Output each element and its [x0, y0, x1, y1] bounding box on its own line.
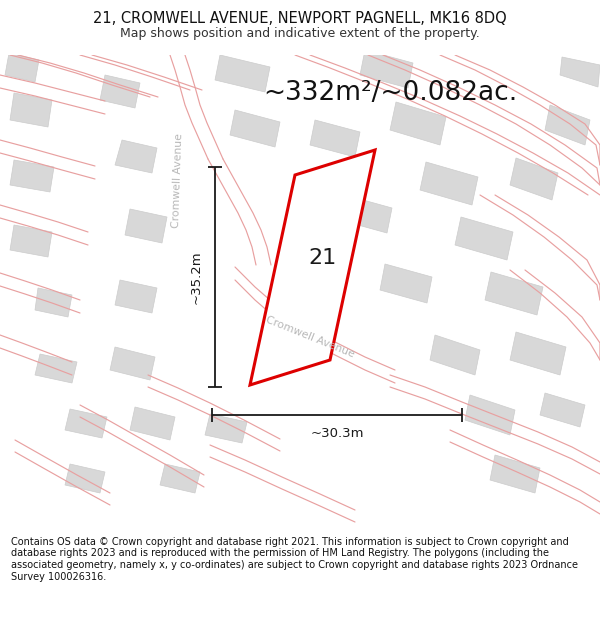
- Text: ~35.2m: ~35.2m: [190, 250, 203, 304]
- Polygon shape: [110, 347, 155, 380]
- Polygon shape: [205, 414, 247, 443]
- Polygon shape: [420, 162, 478, 205]
- Text: Map shows position and indicative extent of the property.: Map shows position and indicative extent…: [120, 27, 480, 39]
- Polygon shape: [230, 110, 280, 147]
- Polygon shape: [485, 272, 543, 315]
- Text: ~30.3m: ~30.3m: [310, 427, 364, 440]
- Polygon shape: [10, 225, 52, 257]
- Polygon shape: [115, 280, 157, 313]
- Polygon shape: [510, 158, 558, 200]
- Polygon shape: [390, 102, 446, 145]
- Polygon shape: [5, 53, 39, 82]
- Polygon shape: [125, 209, 167, 243]
- Polygon shape: [510, 332, 566, 375]
- Polygon shape: [215, 55, 270, 92]
- Polygon shape: [540, 393, 585, 427]
- Polygon shape: [115, 140, 157, 173]
- Text: ~332m²/~0.082ac.: ~332m²/~0.082ac.: [263, 80, 517, 106]
- Polygon shape: [340, 195, 392, 233]
- Polygon shape: [310, 120, 360, 157]
- Polygon shape: [490, 455, 540, 493]
- Text: Cromwell Avenue: Cromwell Avenue: [264, 314, 356, 359]
- Polygon shape: [100, 75, 140, 108]
- Polygon shape: [545, 105, 590, 145]
- Polygon shape: [10, 160, 54, 192]
- Polygon shape: [65, 409, 107, 438]
- Polygon shape: [35, 288, 72, 317]
- Polygon shape: [465, 395, 515, 435]
- Polygon shape: [430, 335, 480, 375]
- Polygon shape: [65, 464, 105, 493]
- Polygon shape: [360, 50, 413, 88]
- Text: Cromwell Avenue: Cromwell Avenue: [172, 132, 185, 228]
- Polygon shape: [35, 354, 77, 383]
- Polygon shape: [380, 264, 432, 303]
- Text: 21: 21: [308, 248, 337, 268]
- Polygon shape: [250, 150, 375, 385]
- Polygon shape: [10, 93, 52, 127]
- Polygon shape: [455, 217, 513, 260]
- Polygon shape: [160, 464, 200, 493]
- Polygon shape: [130, 407, 175, 440]
- Text: 21, CROMWELL AVENUE, NEWPORT PAGNELL, MK16 8DQ: 21, CROMWELL AVENUE, NEWPORT PAGNELL, MK…: [93, 11, 507, 26]
- Polygon shape: [560, 57, 600, 87]
- Text: Contains OS data © Crown copyright and database right 2021. This information is : Contains OS data © Crown copyright and d…: [11, 537, 578, 582]
